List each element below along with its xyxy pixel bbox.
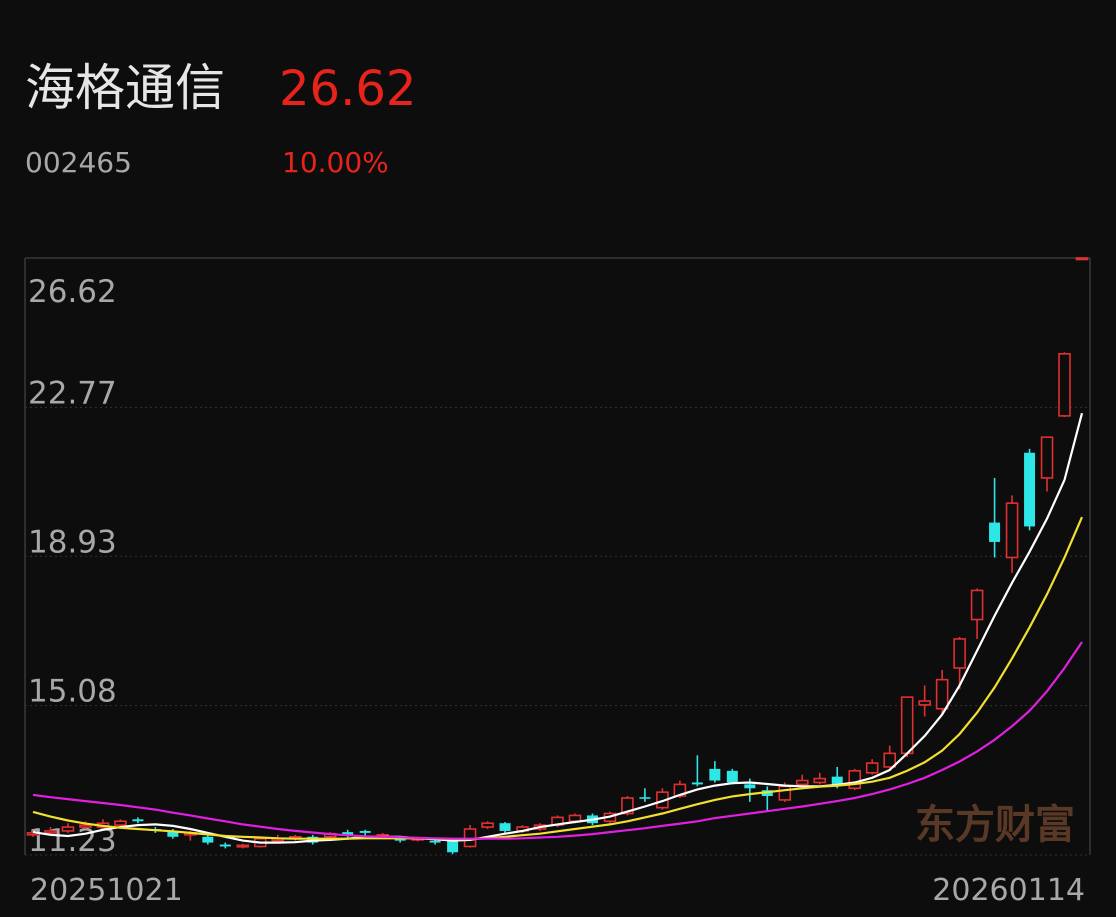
stock-price: 26.62 [279, 61, 416, 117]
candle-body [989, 522, 1001, 542]
candle-body [61, 826, 75, 832]
candle-body [481, 822, 494, 828]
candle-body [918, 700, 931, 706]
candle-body [568, 814, 582, 823]
candle-body [202, 836, 214, 843]
candle-body [744, 784, 756, 789]
candle-body [935, 678, 949, 710]
y-tick-label: 18.93 [28, 524, 117, 560]
candle-body [621, 797, 634, 815]
watermark: 东方财富 [915, 802, 1075, 848]
candle-body [813, 777, 827, 784]
candle-body [44, 830, 57, 834]
candle-body [499, 823, 511, 831]
candle-body [900, 696, 914, 755]
candle-body [114, 820, 127, 826]
y-tick-label: 26.62 [28, 274, 117, 310]
ma-line [32, 516, 1084, 841]
candle-body [726, 770, 738, 783]
x-tick-label: 20251021 [30, 873, 183, 908]
candle-body [1040, 436, 1054, 479]
y-tick-label: 15.08 [28, 674, 117, 710]
candle-body [447, 840, 459, 853]
candle-body [831, 776, 843, 785]
candle-body [639, 797, 651, 799]
candle-body [219, 844, 231, 847]
ma-line [32, 412, 1084, 844]
candle-body [778, 785, 792, 801]
candle-body [342, 832, 354, 836]
stock-code: 002465 [25, 146, 132, 179]
candle-body [236, 844, 250, 848]
candle-body [1058, 353, 1071, 417]
ma-line [32, 641, 1083, 840]
x-tick-label: 20260114 [932, 873, 1085, 908]
candle-body [1024, 452, 1036, 527]
candle-body [167, 830, 179, 837]
candle-body [1075, 257, 1089, 261]
candle-body [795, 779, 809, 786]
candle-body [394, 838, 406, 841]
candle-body [848, 770, 862, 790]
candle-body [359, 830, 371, 833]
candle-body [883, 752, 896, 768]
candle-body [132, 819, 144, 822]
change-percent: 10.00% [282, 146, 389, 179]
candle-body [953, 638, 966, 669]
candle-body [429, 840, 441, 843]
candle-body [79, 824, 92, 828]
candle-body [865, 762, 879, 774]
candle-body [970, 589, 984, 621]
stock-name: 海格通信 [25, 59, 225, 117]
candle-body [1005, 502, 1019, 559]
candle-body [691, 782, 703, 785]
y-tick-label: 22.77 [28, 375, 117, 411]
candle-body [709, 768, 721, 781]
